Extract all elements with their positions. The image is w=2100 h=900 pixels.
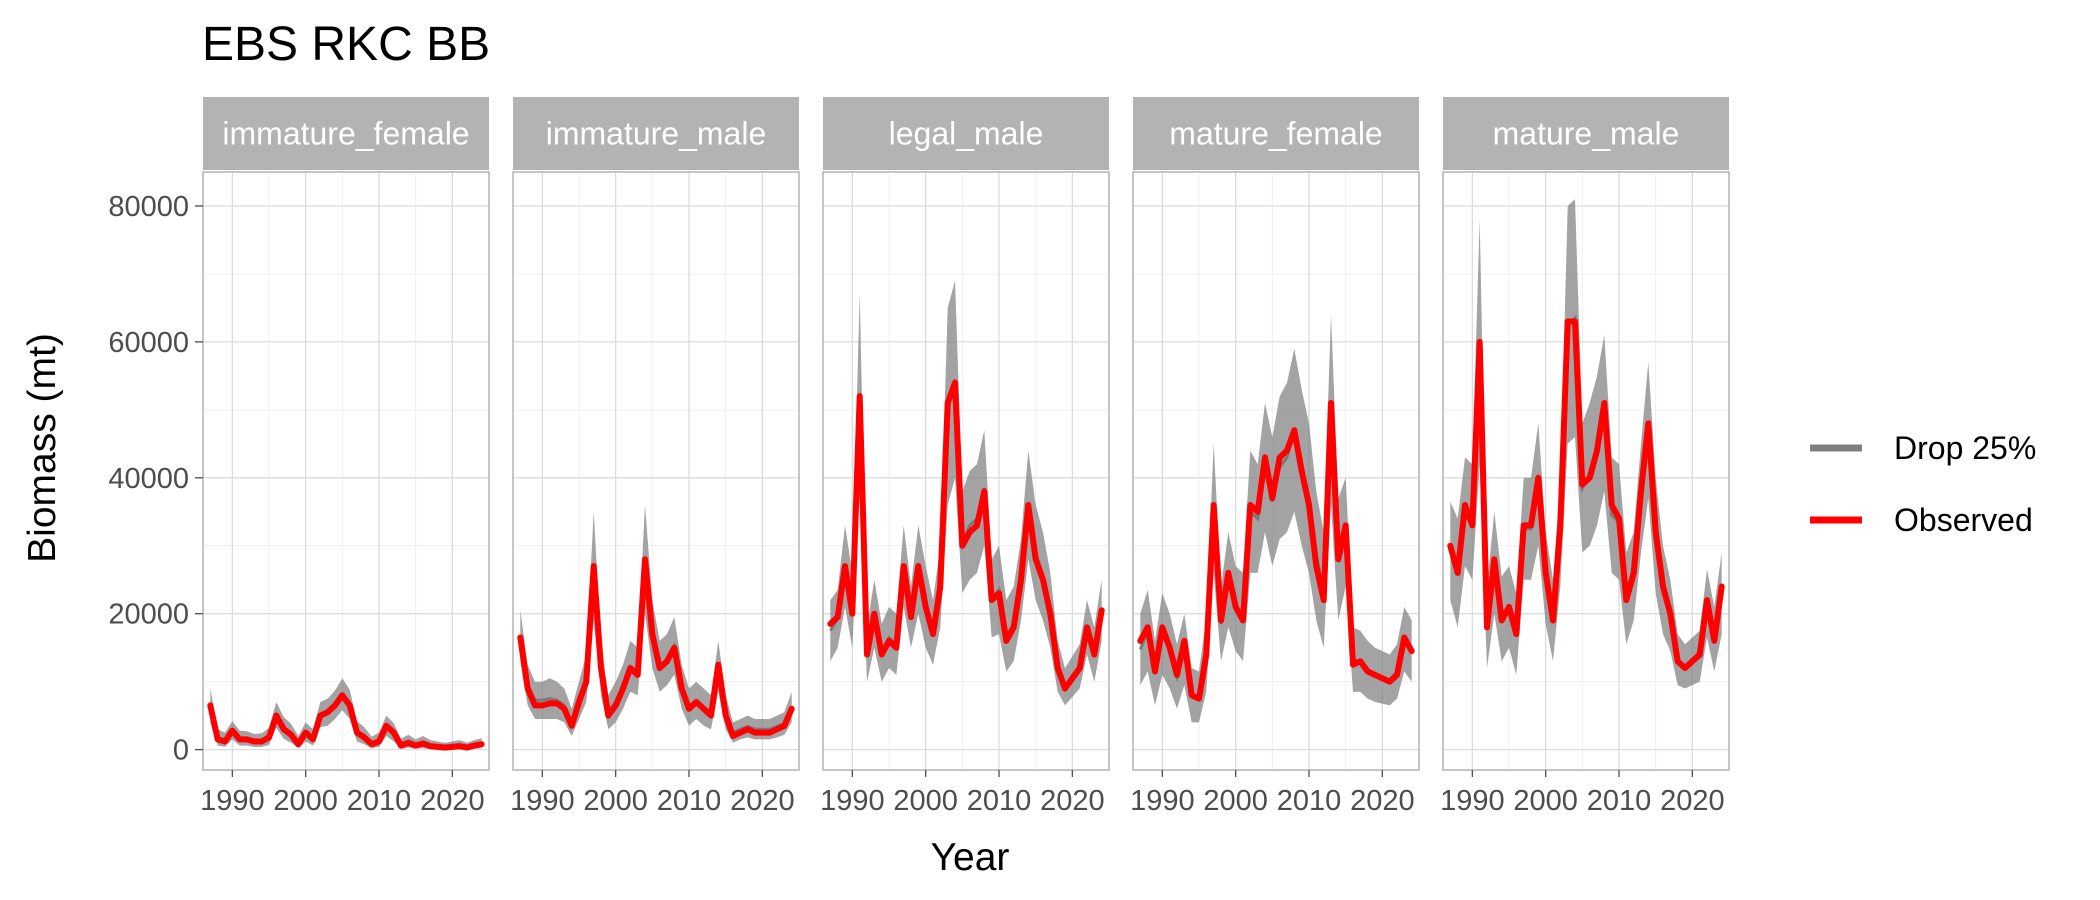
y-tick-label: 40000 bbox=[108, 463, 189, 495]
y-tick-label: 80000 bbox=[108, 191, 189, 223]
facet-strip bbox=[513, 97, 799, 170]
observed-series-line bbox=[517, 556, 795, 739]
panel-data bbox=[517, 505, 795, 743]
legend-label: Drop 25% bbox=[1894, 430, 2036, 466]
facet-strip bbox=[823, 97, 1109, 170]
y-axis-title: Biomass (mt) bbox=[21, 333, 64, 563]
drop-25-band bbox=[210, 678, 482, 750]
x-tick-label: 2000 bbox=[1513, 785, 1578, 817]
facet-strip bbox=[1443, 97, 1729, 170]
observed-series-line bbox=[827, 379, 1105, 692]
panel-data bbox=[1137, 314, 1415, 723]
panel-data bbox=[1447, 199, 1725, 689]
legend-label: Observed bbox=[1894, 502, 2033, 538]
observed-series-line bbox=[1447, 318, 1725, 672]
x-tick-label: 1990 bbox=[1440, 785, 1505, 817]
x-tick-label: 2010 bbox=[1277, 785, 1342, 817]
panel-border bbox=[1132, 171, 1420, 771]
x-tick-label: 1990 bbox=[510, 785, 575, 817]
legend-item: Observed bbox=[1810, 502, 2033, 538]
x-tick-label: 2020 bbox=[1350, 785, 1415, 817]
facet-panel-mature-male: mature_male 1990 2000 2010 2020 bbox=[1440, 97, 1730, 817]
x-tick-label: 1990 bbox=[820, 785, 885, 817]
facet-strip-label: mature_female bbox=[1169, 116, 1382, 152]
observed-series-line bbox=[207, 692, 485, 751]
facet-strip-label: mature_male bbox=[1493, 116, 1680, 152]
facet-panel-mature-female: mature_female 1990 2000 2010 2020 bbox=[1130, 97, 1420, 817]
x-tick-label: 2000 bbox=[583, 785, 648, 817]
panel-border bbox=[512, 171, 800, 771]
x-tick-label: 2000 bbox=[1203, 785, 1268, 817]
observed-series-line bbox=[1137, 400, 1415, 702]
facet-strip-label: immature_male bbox=[546, 116, 767, 152]
panel-border bbox=[1442, 171, 1730, 771]
x-tick-label: 2020 bbox=[1040, 785, 1105, 817]
facet-panel-immature-male: immature_male 1990 2000 2010 2020 bbox=[510, 97, 800, 817]
chart-title: EBS RKC BB bbox=[202, 18, 490, 71]
x-tick-label: 1990 bbox=[1130, 785, 1195, 817]
legend: Drop 25% Observed bbox=[1810, 430, 2036, 538]
x-tick-label: 2000 bbox=[273, 785, 338, 817]
facet-panel-legal-male: legal_male 1990 2000 2010 2020 bbox=[820, 97, 1110, 817]
facet-strip bbox=[203, 97, 489, 170]
facet-strip-label: immature_female bbox=[222, 116, 469, 152]
x-tick-label: 2010 bbox=[657, 785, 722, 817]
x-tick-label: 2020 bbox=[730, 785, 795, 817]
x-tick-label: 2020 bbox=[420, 785, 485, 817]
facet-panel-immature-female: immature_female 1990 2000 2010 2020 bbox=[200, 97, 490, 817]
legend-item: Drop 25% bbox=[1810, 430, 2036, 466]
facet-strip bbox=[1133, 97, 1419, 170]
panel-data bbox=[207, 678, 485, 751]
facet-strip-label: legal_male bbox=[889, 116, 1044, 152]
panel-data bbox=[827, 280, 1105, 706]
x-axis-title: Year bbox=[931, 836, 1010, 879]
x-tick-label: 2010 bbox=[967, 785, 1032, 817]
panel-border bbox=[202, 171, 490, 771]
x-tick-label: 2010 bbox=[347, 785, 412, 817]
x-tick-label: 2000 bbox=[893, 785, 958, 817]
panel-border bbox=[822, 171, 1110, 771]
x-tick-label: 2010 bbox=[1587, 785, 1652, 817]
y-tick-label: 20000 bbox=[108, 599, 189, 631]
y-axis: 0 20000 40000 60000 80000 bbox=[108, 191, 203, 767]
x-tick-label: 2020 bbox=[1660, 785, 1725, 817]
x-tick-label: 1990 bbox=[200, 785, 265, 817]
y-tick-label: 0 bbox=[173, 735, 189, 767]
y-tick-label: 60000 bbox=[108, 327, 189, 359]
